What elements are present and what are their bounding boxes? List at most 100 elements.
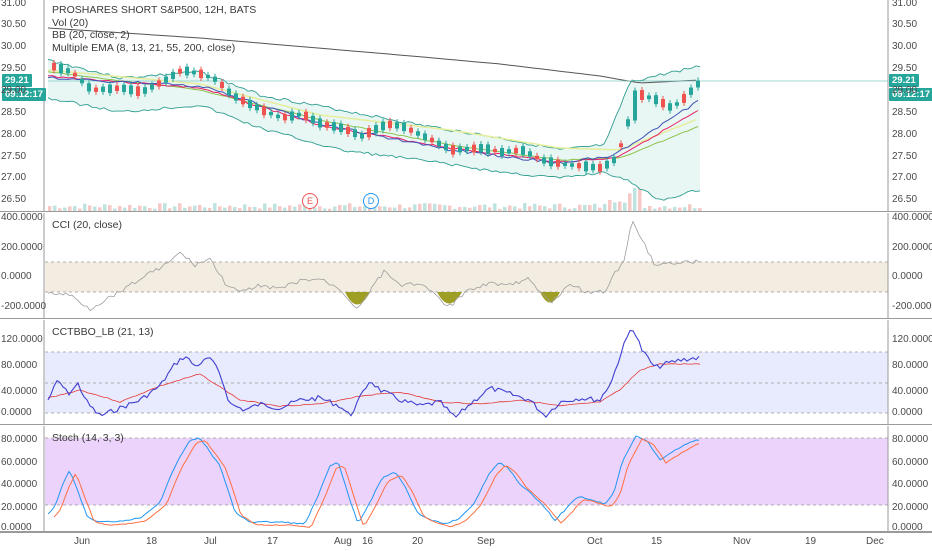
ema-55-line [47, 69, 697, 151]
candle-body [647, 95, 651, 100]
volume-bar [88, 205, 92, 211]
stoch-pane[interactable]: Stoch (14, 3, 3) [0, 426, 932, 532]
volume-bar [428, 203, 432, 211]
candle-body [661, 99, 665, 108]
volume-bar [233, 207, 237, 211]
volume-bar [133, 208, 137, 211]
volume-bar [298, 204, 302, 211]
volume-bar [648, 206, 652, 211]
stoch-chart[interactable] [0, 426, 932, 532]
candle-body [206, 74, 210, 79]
candle-body [143, 87, 147, 94]
volume-bar [433, 203, 437, 211]
candle-body [66, 68, 70, 74]
volume-bar [83, 203, 87, 211]
candle-body [185, 66, 189, 76]
time-tick-label: 16 [362, 536, 374, 547]
candle-body [542, 157, 546, 164]
volume-bar [533, 203, 537, 211]
volume-bar [283, 207, 287, 211]
candle-body [472, 144, 476, 153]
candle-body [563, 162, 567, 166]
volume-bar [583, 204, 587, 211]
volume-bar [608, 199, 612, 211]
volume-bar [353, 207, 357, 211]
cctbbo-pane[interactable]: CCTBBO_LB (21, 13) [0, 320, 932, 425]
price-chart[interactable] [0, 0, 932, 212]
volume-bar [123, 207, 127, 211]
earnings-event-marker[interactable]: E [302, 193, 318, 209]
time-axis[interactable]: Jun 18 Jul 17 Aug 16 20 Sep Oct 15 Nov 19 Dec [0, 532, 932, 551]
volume-bar [388, 207, 392, 211]
cctbbo-tick-right: 40.0000 [892, 386, 929, 397]
candle-body [178, 68, 182, 74]
candle-body [52, 62, 56, 71]
price-tick-right: 28.00 [892, 129, 918, 140]
candle-body [430, 137, 434, 143]
volume-bar [488, 207, 492, 211]
candle-body [332, 122, 336, 131]
candle-body [171, 71, 175, 79]
cctbbo-line [47, 330, 700, 418]
cctbbo-chart[interactable] [0, 320, 932, 425]
stoch-tick-right: 80.0000 [892, 434, 929, 445]
time-tick-label: Aug [334, 536, 352, 547]
candle-body [696, 80, 700, 88]
volume-bar [378, 206, 382, 211]
volume-bar [453, 208, 457, 211]
dividend-event-marker[interactable]: D [363, 193, 379, 209]
cci-pane[interactable]: CCI (20, close) [0, 213, 932, 319]
volume-bar [63, 207, 67, 211]
stoch-d-line [53, 437, 700, 528]
price-tick-right: 26.50 [892, 194, 918, 205]
volume-bar [418, 203, 422, 211]
candle-body [192, 70, 196, 75]
candle-body [129, 85, 133, 95]
volume-bar [623, 202, 627, 211]
volume-bar [323, 208, 327, 211]
cctbbo-tick-right: 0.0000 [892, 407, 923, 418]
candle-body [619, 143, 623, 148]
candle-body [493, 148, 497, 153]
volume-bar [143, 206, 147, 211]
time-tick-label: 17 [267, 536, 279, 547]
volume-bar [523, 203, 527, 211]
stoch-tick-right: 20.0000 [892, 502, 929, 513]
volume-bar [53, 205, 57, 211]
ema-legend: Multiple EMA (8, 13, 21, 55, 200, close) [52, 41, 236, 54]
price-tick-left: 26.50 [1, 194, 27, 205]
volume-bar [58, 208, 62, 211]
volume-bar [553, 204, 557, 211]
volume-bar [518, 208, 522, 211]
volume-bar [413, 204, 417, 211]
cci-title: CCI (20, close) [52, 219, 123, 231]
volume-bar [268, 207, 272, 211]
candle-body [311, 115, 315, 124]
volume-bar [93, 206, 97, 211]
price-pane[interactable]: PROSHARES SHORT S&P500, 12H, BATS Vol (2… [0, 0, 932, 212]
candle-body [500, 147, 504, 157]
volume-bar [493, 203, 497, 211]
chart-legend: PROSHARES SHORT S&P500, 12H, BATS Vol (2… [52, 4, 256, 54]
volume-bar [563, 207, 567, 211]
cctbbo-tick-left: 0.0000 [1, 407, 32, 418]
candle-body [689, 87, 693, 95]
volume-bar [458, 207, 462, 211]
volume-bar [568, 208, 572, 211]
price-tick-right: 30.00 [892, 41, 918, 52]
candle-body [409, 127, 413, 133]
candle-body [388, 120, 392, 129]
candle-body [633, 90, 637, 121]
cci-chart[interactable] [0, 213, 932, 319]
stoch-tick-left: 40.0000 [1, 479, 38, 490]
volume-bar [668, 208, 672, 211]
time-tick-label: Jun [74, 536, 91, 547]
candle-body [276, 114, 280, 119]
stoch-tick-left: 0.0000 [1, 522, 32, 533]
candle-body [640, 90, 644, 100]
time-tick-label: Nov [733, 536, 751, 547]
volume-bar [338, 204, 342, 211]
candle-body [535, 155, 539, 160]
volume-bar [503, 206, 507, 211]
candle-body [381, 121, 385, 131]
